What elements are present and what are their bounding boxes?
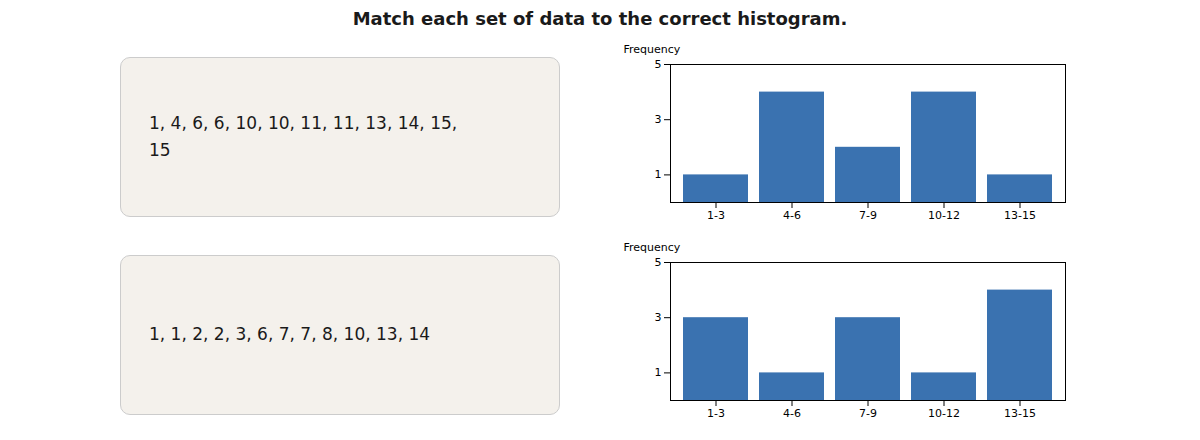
html-text:Match each set of data to the: Match each set of data to the correct hi… bbox=[352, 8, 848, 29]
svg-text:4-6: 4-6 bbox=[783, 407, 801, 420]
svg-text:7-9: 7-9 bbox=[859, 407, 877, 420]
svg-text:3: 3 bbox=[655, 311, 662, 324]
svg-text:1-3: 1-3 bbox=[707, 209, 725, 222]
svg-text:4-6: 4-6 bbox=[783, 209, 801, 222]
svg-text:3: 3 bbox=[655, 113, 662, 126]
svg-text:Frequency: Frequency bbox=[624, 241, 681, 254]
svg-text:1-3: 1-3 bbox=[707, 407, 725, 420]
svg-text:13-15: 13-15 bbox=[1004, 407, 1036, 420]
svg-text:5: 5 bbox=[655, 256, 662, 269]
svg-text:13-15: 13-15 bbox=[1004, 209, 1036, 222]
html-text:1, 1, 2, 2, 3, 6, 7, 7, 8, 10,: 1, 1, 2, 2, 3, 6, 7, 7, 8, 10, 13, 14 bbox=[149, 324, 431, 345]
svg-text:7-9: 7-9 bbox=[859, 209, 877, 222]
svg-text:10-12: 10-12 bbox=[928, 209, 960, 222]
svg-text:1: 1 bbox=[655, 168, 662, 181]
svg-text:10-12: 10-12 bbox=[928, 407, 960, 420]
html-text:1, 4, 6, 6, 10, 10, 11, 11, 13: 1, 4, 6, 6, 10, 10, 11, 11, 13, 14, 15, … bbox=[149, 112, 458, 160]
svg-text:1: 1 bbox=[655, 366, 662, 379]
svg-text:Frequency: Frequency bbox=[624, 43, 681, 56]
svg-text:5: 5 bbox=[655, 58, 662, 71]
